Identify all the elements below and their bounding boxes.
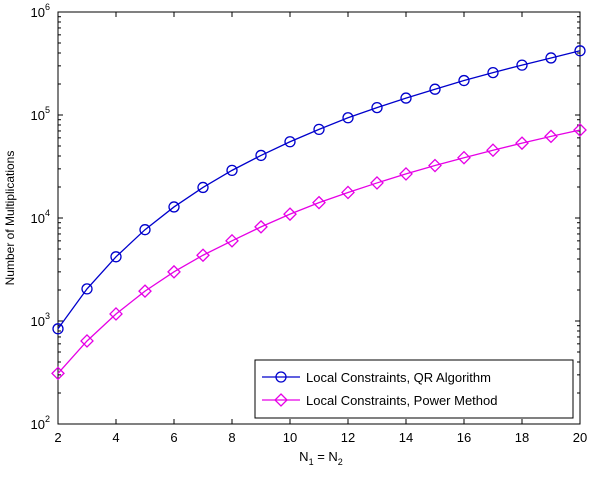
x-tick-label-12: 12 xyxy=(341,430,355,445)
plot-area xyxy=(57,11,581,425)
legend-label-1: Local Constraints, Power Method xyxy=(306,393,497,408)
series-1-point-20 xyxy=(573,123,587,137)
x-tick-label-14: 14 xyxy=(399,430,413,445)
x-tick-label-6: 6 xyxy=(170,430,177,445)
series-1-point-19 xyxy=(544,129,558,144)
series-0-point-9 xyxy=(255,149,267,162)
series-0-point-2 xyxy=(52,323,64,335)
series-line-1 xyxy=(57,129,581,374)
series-0-point-11 xyxy=(313,123,325,136)
legend-item-0: Local Constraints, QR Algorithm xyxy=(262,370,491,385)
legend-label-0: Local Constraints, QR Algorithm xyxy=(306,370,491,385)
series-1-point-2 xyxy=(51,366,65,381)
series-1-point-3 xyxy=(80,334,94,348)
series-0-point-20 xyxy=(574,45,586,57)
x-tick-label-2: 2 xyxy=(54,430,61,445)
x-tick-label-4: 4 xyxy=(112,430,119,445)
x-axis-label-mid: = N xyxy=(314,449,338,464)
legend-marker-0 xyxy=(275,371,287,383)
series-0-point-12 xyxy=(342,112,354,124)
series-1-point-12 xyxy=(341,185,355,200)
x-tick-label-20: 20 xyxy=(573,430,587,445)
y-tick-label-6: 106 xyxy=(31,2,50,20)
y-tick-label-4: 104 xyxy=(31,208,50,226)
series-0 xyxy=(52,45,586,335)
series-0-point-4 xyxy=(110,251,122,263)
y-tick-label-2: 102 xyxy=(31,414,50,432)
series-1-point-14 xyxy=(399,166,413,181)
series-0-point-7 xyxy=(197,181,209,194)
series-0-point-18 xyxy=(516,59,528,71)
series-0-point-14 xyxy=(400,92,412,104)
series-0-point-6 xyxy=(168,201,180,213)
x-tick-label-18: 18 xyxy=(515,430,529,445)
legend-items: Local Constraints, QR Algorithm Local Con… xyxy=(262,370,497,408)
legend-item-1: Local Constraints, Power Method xyxy=(262,393,497,408)
series-0-point-5 xyxy=(139,224,151,236)
series-1-point-9 xyxy=(254,219,268,234)
x-axis-label: N1 = N2 xyxy=(299,449,343,467)
legend-marker-1 xyxy=(274,393,288,407)
series-1-point-10 xyxy=(283,207,297,222)
series-0-point-3 xyxy=(81,283,93,295)
series-0-point-17 xyxy=(487,66,499,79)
series-line-0 xyxy=(57,50,581,330)
y-axis-label: Number of Multiplications xyxy=(3,151,17,286)
y-tick-label-5: 105 xyxy=(31,105,50,123)
x-axis-label-base-1: N xyxy=(299,449,308,464)
x-axis-label-sub-1: 1 xyxy=(309,457,314,467)
series-1-point-11 xyxy=(312,195,326,210)
series-1-point-6 xyxy=(167,264,181,279)
series-0-point-10 xyxy=(284,136,296,148)
series-1-point-5 xyxy=(138,284,152,299)
series-1-point-13 xyxy=(370,176,384,190)
series-layer xyxy=(51,45,587,381)
series-0-point-16 xyxy=(458,74,470,87)
series-1-point-16 xyxy=(457,150,471,165)
y-tick-label-3: 103 xyxy=(31,311,50,329)
x-tick-label-10: 10 xyxy=(283,430,297,445)
series-1-point-8 xyxy=(225,233,239,248)
series-0-point-15 xyxy=(429,83,441,95)
legend-box xyxy=(254,359,574,419)
x-axis-label-sub-2: 2 xyxy=(338,457,343,467)
ticks-layer: 2 4 6 8 10 12 14 16 18 20 102 103 104 105 106 xyxy=(31,2,588,445)
series-1-point-15 xyxy=(428,158,442,173)
series-0-point-19 xyxy=(545,52,557,64)
x-tick-label-16: 16 xyxy=(457,430,471,445)
legend: Local Constraints, QR Algorithm Local Con… xyxy=(254,359,574,419)
series-0-point-13 xyxy=(371,101,383,114)
series-1-point-4 xyxy=(109,307,123,321)
x-tick-label-8: 8 xyxy=(228,430,235,445)
series-1-point-18 xyxy=(515,136,529,151)
series-0-point-8 xyxy=(226,164,238,177)
series-1-point-17 xyxy=(486,143,500,158)
series-1-point-7 xyxy=(196,248,210,263)
series-1 xyxy=(51,123,587,381)
